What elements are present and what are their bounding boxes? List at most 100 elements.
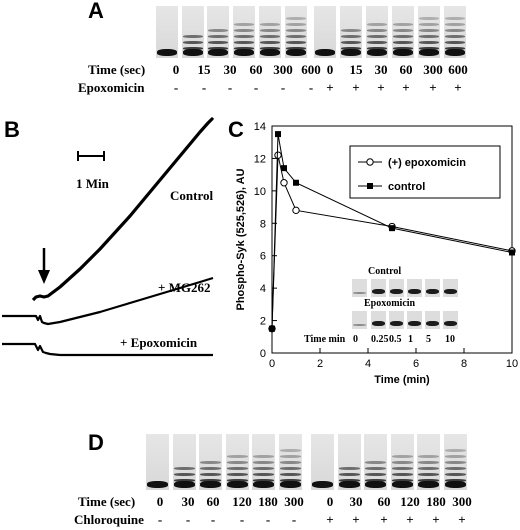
- lane-time-label: 30: [181, 494, 195, 509]
- lane-treatment-label: -: [265, 512, 271, 527]
- panel-a-treatment-label: Epoxomicin: [78, 80, 145, 95]
- blot-band: [445, 449, 466, 452]
- blot-band: [341, 47, 361, 50]
- lane-time-label: 180: [258, 494, 278, 509]
- inset-lane: [443, 279, 458, 297]
- blot-band: [208, 35, 228, 38]
- blot-band: [253, 467, 274, 470]
- blot-band: [341, 29, 361, 32]
- inset-lane: [407, 279, 422, 297]
- blot-band: [445, 461, 466, 464]
- x-tick-label: 0: [269, 358, 275, 370]
- blot-band: [183, 47, 203, 50]
- lane-time-label: 30: [223, 62, 237, 77]
- inset-time-tick: 5: [426, 334, 431, 345]
- legend-marker: [366, 158, 374, 166]
- x-tick-label: 2: [317, 358, 323, 370]
- blot-band: [286, 35, 306, 38]
- blot-band: [367, 47, 387, 50]
- panel-d-letter: D: [88, 430, 104, 455]
- blot-band: [200, 473, 221, 476]
- inset-lane: [352, 311, 367, 329]
- blot-band: [286, 17, 306, 20]
- blot-band: [315, 49, 335, 56]
- blot-lane: [285, 6, 307, 58]
- blot-band: [253, 481, 274, 488]
- blot-band: [200, 467, 221, 470]
- lane-treatment-label: -: [210, 512, 216, 527]
- lane-time-label: 60: [377, 494, 391, 509]
- trace-label-epoxomicin: + Epoxomicin: [120, 335, 198, 350]
- lane-treatment-label: +: [352, 80, 360, 95]
- inset-band: [426, 321, 439, 326]
- lane-treatment-label: +: [458, 512, 466, 527]
- lane-treatment-label: +: [454, 80, 462, 95]
- blot-band: [445, 47, 465, 50]
- blot-band: [174, 467, 195, 470]
- blot-band: [208, 29, 228, 32]
- x-tick-label: 4: [365, 358, 371, 370]
- blot-band: [200, 479, 221, 482]
- panel-c-letter: C: [228, 117, 244, 142]
- blot-band: [445, 35, 465, 38]
- lane-treatment-label: -: [227, 80, 233, 95]
- blot-band: [183, 49, 203, 56]
- blot-band: [393, 23, 413, 26]
- blot-band: [419, 29, 439, 32]
- legend-label: control: [388, 181, 425, 193]
- inset-lane: [425, 311, 440, 329]
- blot-band: [445, 17, 465, 20]
- lane-treatment-label: +: [402, 80, 410, 95]
- blot-lane: [226, 434, 249, 490]
- data-point: [509, 249, 515, 256]
- blot-band: [339, 467, 360, 470]
- trace-label-mg262: + MG262: [158, 280, 211, 295]
- blot-band: [234, 49, 254, 56]
- blot-band: [234, 29, 254, 32]
- blot-band: [234, 47, 254, 50]
- blot-lane: [311, 434, 334, 490]
- blot-band: [227, 481, 248, 488]
- lane-time-label: 0: [326, 62, 334, 77]
- blot-band: [234, 41, 254, 44]
- data-point: [389, 225, 395, 232]
- inset-band: [390, 321, 403, 326]
- blot-lane: [340, 6, 362, 58]
- y-tick-label: 12: [254, 153, 266, 165]
- blot-band: [253, 473, 274, 476]
- y-tick-label: 8: [260, 218, 266, 230]
- inset-band: [408, 321, 421, 326]
- lane-treatment-label: -: [253, 80, 259, 95]
- blot-band: [260, 47, 280, 50]
- inset-band: [353, 324, 366, 326]
- scale-bar: [77, 151, 105, 161]
- blot-band: [227, 461, 248, 464]
- data-point: [281, 165, 287, 172]
- blot-band: [174, 479, 195, 482]
- blot-band: [227, 455, 248, 458]
- lane-treatment-label: -: [239, 512, 245, 527]
- inset-band: [372, 289, 385, 294]
- blot-band: [393, 49, 413, 56]
- panel-a-blot: [156, 6, 471, 58]
- blot-lane: [392, 6, 414, 58]
- lane-treatment-label: -: [185, 512, 191, 527]
- inset-lane: [425, 279, 440, 297]
- blot-band: [419, 49, 439, 56]
- blot-band: [418, 455, 439, 458]
- inset-time-tick: 0: [353, 334, 358, 345]
- inset-time-tick: 0.25: [371, 334, 389, 345]
- lane-treatment-label: +: [377, 80, 385, 95]
- blot-band: [419, 41, 439, 44]
- blot-lane: [173, 434, 196, 490]
- blot-band: [392, 473, 413, 476]
- blot-band: [341, 49, 361, 56]
- panel-a-time-label: Time (sec): [88, 62, 146, 77]
- lane-time-label: 60: [206, 494, 220, 509]
- lane-treatment-label: +: [429, 80, 437, 95]
- inset-band: [372, 321, 385, 326]
- panel-d-time-label: Time (sec): [78, 494, 136, 509]
- panel-d-blot: [146, 434, 467, 490]
- panel-a-letter: A: [88, 0, 104, 23]
- blot-lane: [314, 6, 336, 58]
